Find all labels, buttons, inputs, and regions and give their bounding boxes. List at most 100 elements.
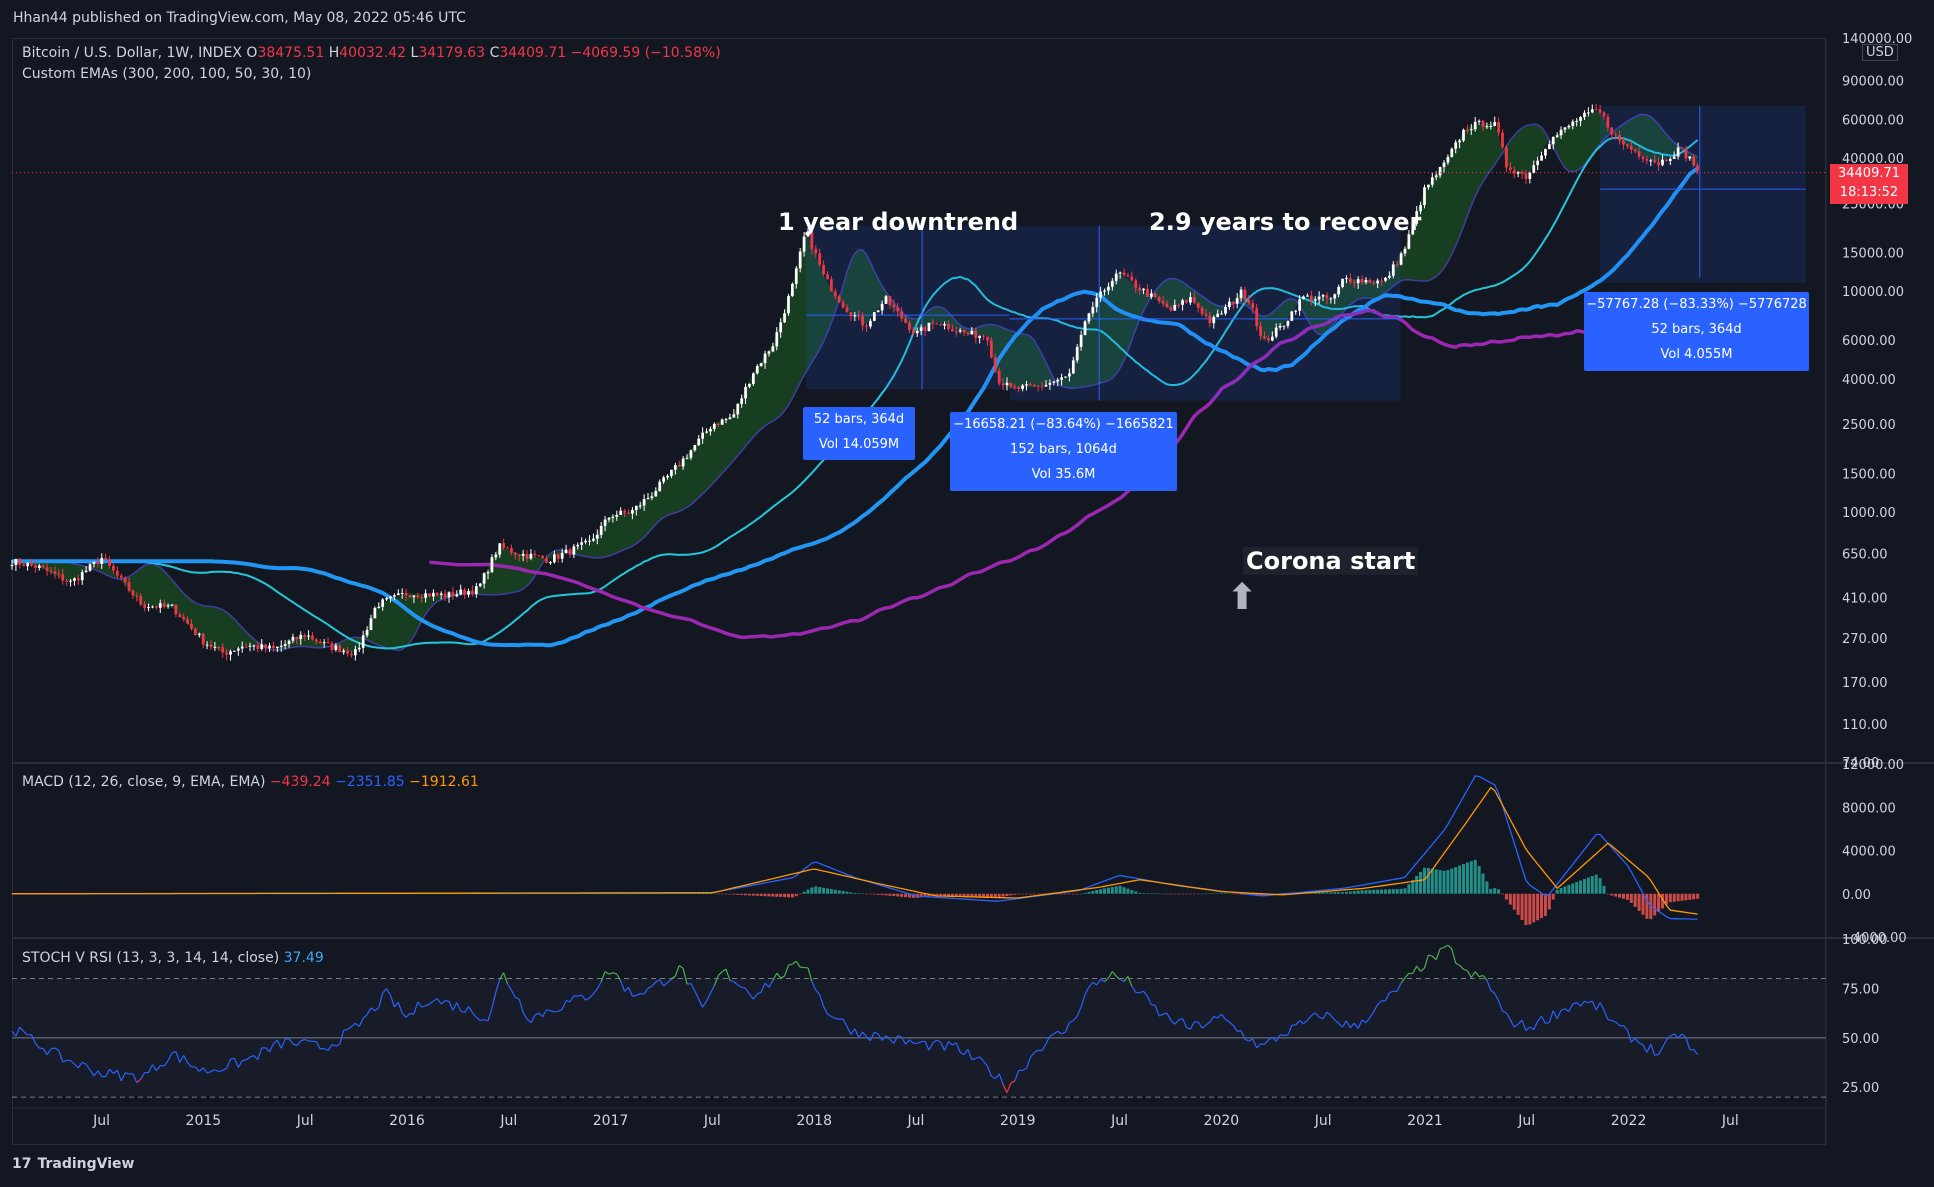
open-value: 38475.51 — [257, 45, 325, 61]
macd-histogram-bar — [978, 893, 982, 897]
candle-body — [248, 645, 252, 647]
stoch-line-segment — [1361, 1019, 1367, 1024]
stoch-line-segment — [1552, 1010, 1558, 1020]
stoch-line-segment — [242, 1059, 247, 1062]
candle-body — [1645, 158, 1649, 161]
macd-histogram-bar — [638, 893, 642, 895]
macd-histogram-bar — [962, 893, 966, 897]
candle-body — [287, 640, 291, 644]
macd-histogram-bar — [619, 893, 623, 895]
macd-histogram-bar — [783, 893, 787, 898]
macd-histogram-bar — [1145, 893, 1149, 894]
candle-body — [400, 593, 404, 595]
stoch-line-segment — [1357, 1019, 1363, 1029]
candle-body — [958, 330, 962, 332]
stoch-line-segment — [1143, 990, 1148, 997]
candle-body — [1368, 279, 1372, 283]
candle-body — [186, 619, 189, 624]
candle-body — [1259, 326, 1262, 337]
candle-body — [1532, 165, 1536, 173]
candle-body — [927, 322, 931, 332]
stoch-line-segment — [483, 1018, 489, 1022]
candle-body — [712, 423, 716, 430]
candle-body — [607, 517, 611, 520]
macd-histogram-bar — [736, 893, 740, 895]
stoch-line-segment — [725, 968, 731, 981]
stoch-line-segment — [1623, 1025, 1628, 1031]
macd-histogram-bar — [1501, 893, 1505, 895]
macd-histogram-bar — [642, 893, 646, 895]
candle-body — [1473, 121, 1477, 130]
candle-body — [650, 496, 654, 499]
candle-body — [1598, 109, 1602, 113]
candle-body — [1466, 129, 1469, 131]
stoch-line-segment — [694, 990, 700, 1000]
candle-body — [326, 642, 330, 644]
publish-info: Hhan44 published on TradingView.com, May… — [13, 10, 466, 26]
candle-body — [732, 414, 736, 418]
candle-body — [1606, 116, 1610, 128]
price-tick-label: 1000.00 — [1842, 506, 1896, 521]
candle-body — [1528, 172, 1532, 180]
macd-histogram-bar — [771, 893, 775, 897]
stoch-line-segment — [1404, 973, 1410, 979]
stoch-line-segment — [647, 985, 653, 989]
macd-histogram-bar — [708, 893, 712, 895]
stoch-line-segment — [772, 972, 778, 981]
candle-body — [482, 573, 486, 584]
candle-body — [100, 558, 104, 564]
stoch-line-segment — [1162, 1012, 1168, 1015]
stoch-tick-label: 25.00 — [1842, 1081, 1879, 1096]
candle-body — [217, 646, 221, 648]
candle-body — [845, 307, 849, 313]
macd-signal-line — [11, 786, 1698, 915]
stoch-line-segment — [788, 963, 793, 966]
stoch-line-segment — [702, 1000, 708, 1008]
price-tick-label: 90000.00 — [1842, 74, 1904, 89]
stoch-line-segment — [932, 1039, 938, 1044]
macd-histogram-bar — [1434, 869, 1438, 894]
candle-body — [283, 643, 287, 646]
candle-body — [1458, 140, 1461, 143]
stoch-line-segment — [1002, 1084, 1008, 1093]
stoch-line-segment — [1088, 982, 1094, 988]
macd-histogram-bar — [486, 893, 490, 895]
stoch-line-segment — [167, 1052, 173, 1062]
macd-tick-label: 0.00 — [1842, 888, 1871, 903]
tradingview-footer[interactable]: 17 TradingView — [12, 1156, 134, 1172]
stoch-line-segment — [1111, 971, 1117, 977]
candle-body — [576, 544, 580, 547]
candle-body — [264, 644, 267, 649]
candle-body — [1270, 336, 1274, 341]
macd-histogram-bar — [1450, 868, 1454, 894]
stoch-line-segment — [1416, 965, 1422, 972]
macd-histogram-bar — [1165, 893, 1169, 895]
macd-signal-value: −1912.61 — [409, 774, 479, 790]
stoch-line-segment — [163, 1060, 169, 1067]
candle-body — [322, 642, 326, 644]
candle-body — [950, 329, 954, 332]
candle-body — [923, 327, 927, 332]
candle-body — [1590, 109, 1594, 113]
stoch-line-segment — [475, 1016, 481, 1021]
stoch-line-segment — [1420, 967, 1425, 972]
candle-body — [1512, 170, 1516, 174]
stoch-line-segment — [620, 980, 626, 992]
candle-body — [1196, 302, 1200, 308]
time-tick-label: 2022 — [1611, 1113, 1647, 1129]
macd-histogram-bar — [1060, 893, 1064, 895]
candle-body — [459, 589, 463, 595]
macd-histogram-bar — [1504, 893, 1508, 900]
stoch-line-segment — [23, 1031, 29, 1036]
macd-histogram-bar — [1161, 893, 1165, 895]
candle-body — [552, 554, 556, 563]
candle-body — [354, 649, 357, 656]
stoch-line-segment — [1280, 1034, 1285, 1036]
time-tick-label: 2019 — [1000, 1113, 1036, 1129]
candle-body — [295, 636, 299, 640]
candle-body — [1040, 386, 1044, 388]
candle-body — [634, 505, 638, 510]
stoch-line-segment — [1665, 1035, 1671, 1041]
candle-body — [209, 644, 213, 648]
